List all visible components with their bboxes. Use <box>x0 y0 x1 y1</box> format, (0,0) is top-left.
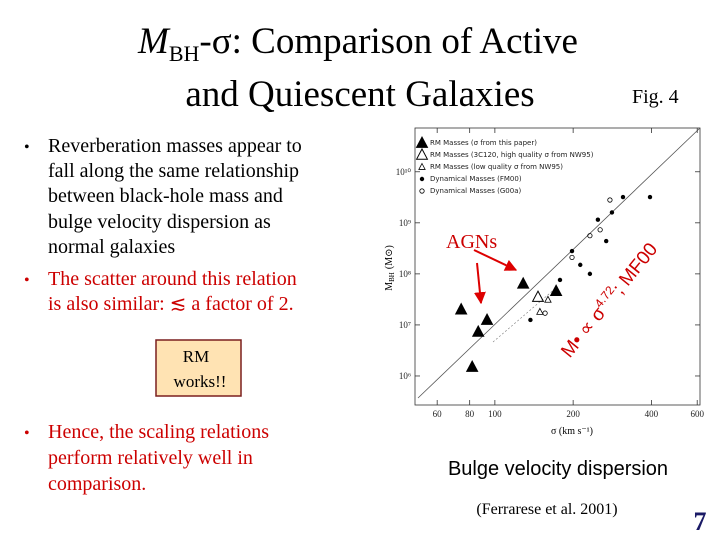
citation: (Ferrarese et al. 2001) <box>476 501 617 518</box>
bullet-line: bulge velocity dispersion as <box>48 211 271 233</box>
bullet-line: fall along the same relationship <box>48 160 299 182</box>
x-tick-label: 100 <box>488 409 502 419</box>
point <box>569 254 575 261</box>
callout-box <box>155 339 242 397</box>
legend-marker <box>419 188 425 194</box>
bullet-line: between black-hole mass and <box>48 185 283 207</box>
point <box>542 310 548 316</box>
legend-marker <box>415 136 429 148</box>
legend-label: RM Masses (low quality σ from NW95) <box>430 163 563 171</box>
title-m: M <box>137 21 171 62</box>
point <box>620 194 626 200</box>
x-axis-label: σ (km s⁻¹) <box>551 426 593 437</box>
title-line-1: MBH-σ: Comparison of Active <box>137 21 578 66</box>
point <box>603 238 609 244</box>
bullet-line: is also similar: ≲ a factor of 2. <box>48 293 294 315</box>
title-rest: -σ: Comparison of Active <box>199 21 578 62</box>
bullet-dot: • <box>24 425 30 442</box>
point <box>480 312 494 325</box>
fig-label: Fig. 4 <box>632 86 679 108</box>
relation-main: M• ∝ σ <box>557 303 610 362</box>
callout-text: works!! <box>174 372 227 391</box>
arrow <box>473 249 518 271</box>
bullet-dot: • <box>24 272 30 289</box>
bullet-line: comparison. <box>48 473 146 495</box>
relation-line <box>417 127 701 399</box>
page-number: 7 <box>694 507 707 536</box>
y-label-unit: (M⊙) <box>384 245 395 269</box>
legend-marker <box>415 147 429 160</box>
point <box>549 284 563 296</box>
point <box>595 217 601 222</box>
y-tick-label: 10⁷ <box>399 320 411 330</box>
legend-label: RM Masses (σ from this paper) <box>430 139 537 147</box>
y-label-sub: BH <box>388 272 396 282</box>
point <box>471 324 485 337</box>
bullet-line: The scatter around this relation <box>48 268 297 290</box>
y-tick-label: 10¹⁰ <box>396 167 412 177</box>
bullet-list: • Reverberation masses appear to fall al… <box>24 135 302 495</box>
point <box>569 248 575 254</box>
point <box>587 233 593 239</box>
plot: 60 80 100 200 400 600 10⁶ 10⁷ 10⁸ 10⁹ 10¹⁰ RM Masse… <box>396 128 704 419</box>
y-tick-label: 10⁸ <box>399 269 411 279</box>
point <box>647 194 653 200</box>
point <box>609 210 615 215</box>
caption: Bulge velocity dispersion <box>448 458 668 480</box>
y-tick-label: 10⁶ <box>399 371 411 381</box>
point <box>528 317 533 323</box>
y-axis-label: MBH (M⊙) <box>384 245 396 291</box>
point <box>454 302 468 315</box>
x-tick-label: 60 <box>433 409 443 419</box>
point <box>587 271 593 277</box>
x-tick-label: 600 <box>690 409 704 419</box>
point <box>557 277 563 283</box>
legend-label: Dynamical Masses (FM00) <box>430 175 522 183</box>
bullet-line: Reverberation masses appear to <box>48 135 302 157</box>
point <box>544 295 552 303</box>
point <box>531 290 545 302</box>
legend-marker <box>418 162 426 170</box>
point <box>536 307 544 315</box>
point <box>607 197 613 203</box>
bullet-dot: • <box>24 139 30 156</box>
relation-suffix: ; MF00 <box>609 239 663 298</box>
point <box>465 359 479 372</box>
title-line-2: and Quiescent Galaxies <box>185 74 534 115</box>
x-tick-label: 80 <box>465 409 475 419</box>
bullet-line: normal galaxies <box>48 236 175 258</box>
agn-annotation: AGNs <box>446 231 497 253</box>
legend-label: Dynamical Masses (G00a) <box>430 187 521 195</box>
plot-frame <box>414 127 701 406</box>
y-tick-label: 10⁹ <box>399 218 411 228</box>
callout-text: RM <box>183 347 209 366</box>
x-tick-label: 200 <box>566 409 580 419</box>
y-label-main: M <box>384 282 395 291</box>
x-tick-label: 400 <box>645 409 659 419</box>
dotted-line <box>492 287 557 343</box>
legend-marker <box>419 176 425 182</box>
legend-label: RM Masses (3C120, high quality σ from NW… <box>430 151 594 159</box>
arrow <box>473 262 486 305</box>
relation-annotation: M• ∝ σ4.72; MF00 <box>555 237 662 362</box>
point <box>516 276 530 289</box>
point <box>578 262 583 268</box>
title-sub: BH <box>169 41 200 66</box>
bullet-line: Hence, the scaling relations <box>48 421 269 443</box>
point <box>597 227 603 233</box>
bullet-line: perform relatively well in <box>48 447 253 469</box>
